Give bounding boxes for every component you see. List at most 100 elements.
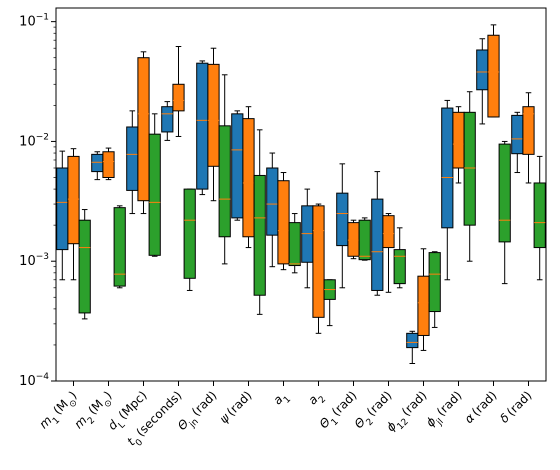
box-s3-7 <box>288 213 301 274</box>
x-tick-label: ψ (rad) <box>217 388 255 426</box>
box-body <box>67 155 80 245</box>
y-axis: 10−4 10−3 10−2 10−1 <box>19 13 56 389</box>
box-body <box>78 219 91 314</box>
box-s3-5 <box>218 74 231 265</box>
box-body <box>207 63 220 167</box>
box-s2-11 <box>417 248 430 351</box>
box-s3-6 <box>253 129 266 315</box>
box-s1-4 <box>161 101 174 141</box>
box-body <box>522 106 535 155</box>
box-s1-1 <box>56 150 69 281</box>
box-body <box>218 125 231 238</box>
y-tick-label: 10−3 <box>19 252 49 269</box>
box-body <box>441 107 454 229</box>
box-body <box>393 249 406 285</box>
box-s1-5 <box>196 60 209 196</box>
box-body <box>417 275 430 336</box>
box-body <box>137 57 150 202</box>
box-s3-2 <box>113 205 126 289</box>
y-tick-label: 10−1 <box>19 13 49 30</box>
box-body <box>102 151 115 178</box>
box-body <box>382 215 395 249</box>
box-body <box>406 332 419 349</box>
boxes-layer <box>56 24 546 364</box>
box-s2-12 <box>452 106 465 184</box>
box-body <box>511 114 524 155</box>
x-tick-label: ϕjl (rad) <box>423 388 468 433</box>
box-body <box>231 113 244 219</box>
box-s1-12 <box>441 99 454 281</box>
box-body <box>242 118 255 238</box>
box-body <box>347 222 360 257</box>
y-tick-label: 10−4 <box>19 372 49 389</box>
box-body <box>183 188 196 279</box>
box-body <box>126 126 139 191</box>
x-axis: m1 (M⊙)m2 (M⊙)dL (Mpc)t0 (seconds)Θjn (r… <box>36 381 535 449</box>
box-body <box>533 182 546 249</box>
plot-frame <box>55 7 547 382</box>
box-body <box>358 219 371 261</box>
box-s2-8 <box>312 203 325 334</box>
x-tick-label: δ (rad) <box>497 388 534 425</box>
x-tick-label: Θ1 (rad) <box>317 388 364 435</box>
box-body <box>266 167 279 236</box>
box-body <box>277 180 290 265</box>
box-s1-11 <box>406 330 419 364</box>
box-s3-9 <box>358 217 371 261</box>
box-s2-13 <box>487 24 500 118</box>
box-s3-12 <box>463 91 476 262</box>
x-tick-label: a1 <box>270 388 293 411</box>
box-s2-2 <box>102 147 115 181</box>
box-body <box>253 174 266 296</box>
box-s1-14 <box>511 111 524 174</box>
y-tick-label: 10−2 <box>19 132 49 149</box>
box-body <box>498 143 511 243</box>
box-s1-13 <box>476 38 489 125</box>
box-s2-7 <box>277 172 290 271</box>
box-body <box>288 222 301 267</box>
box-s2-5 <box>207 47 220 202</box>
box-body <box>428 252 441 313</box>
x-tick-label: Θjn (rad) <box>175 388 223 436</box>
box-body <box>336 192 349 247</box>
box-s1-6 <box>231 110 244 221</box>
box-s2-4 <box>172 46 185 137</box>
box-s3-4 <box>183 188 196 291</box>
box-body <box>476 49 489 91</box>
box-body <box>487 34 500 118</box>
box-body <box>148 133 161 256</box>
box-body <box>172 83 185 112</box>
box-body <box>312 205 325 318</box>
box-s3-10 <box>393 227 406 289</box>
box-s3-8 <box>323 279 336 327</box>
box-s1-8 <box>301 188 314 289</box>
x-tick-label: m1 (M⊙) <box>36 388 83 435</box>
box-s2-6 <box>242 106 255 249</box>
box-s2-1 <box>67 148 80 281</box>
box-s3-1 <box>78 209 91 320</box>
box-s1-7 <box>266 152 279 268</box>
box-s2-3 <box>137 51 150 215</box>
box-s3-11 <box>428 251 441 328</box>
box-s1-10 <box>371 171 384 296</box>
x-tick-label: a2 <box>305 388 328 411</box>
box-body <box>196 62 209 190</box>
box-s1-3 <box>126 110 139 215</box>
box-s2-9 <box>347 219 360 260</box>
box-body <box>452 111 465 169</box>
box-body <box>463 111 476 226</box>
box-body <box>56 167 69 251</box>
box-s2-10 <box>382 213 395 293</box>
box-body <box>161 106 174 133</box>
box-s3-13 <box>498 140 511 285</box>
box-s3-3 <box>148 113 161 257</box>
box-s1-2 <box>91 151 104 181</box>
box-s2-14 <box>522 92 535 184</box>
box-body <box>91 153 104 173</box>
box-s3-14 <box>533 155 546 281</box>
box-body <box>371 198 384 291</box>
box-body <box>113 207 126 287</box>
x-tick-label: α (rad) <box>462 388 500 426</box>
